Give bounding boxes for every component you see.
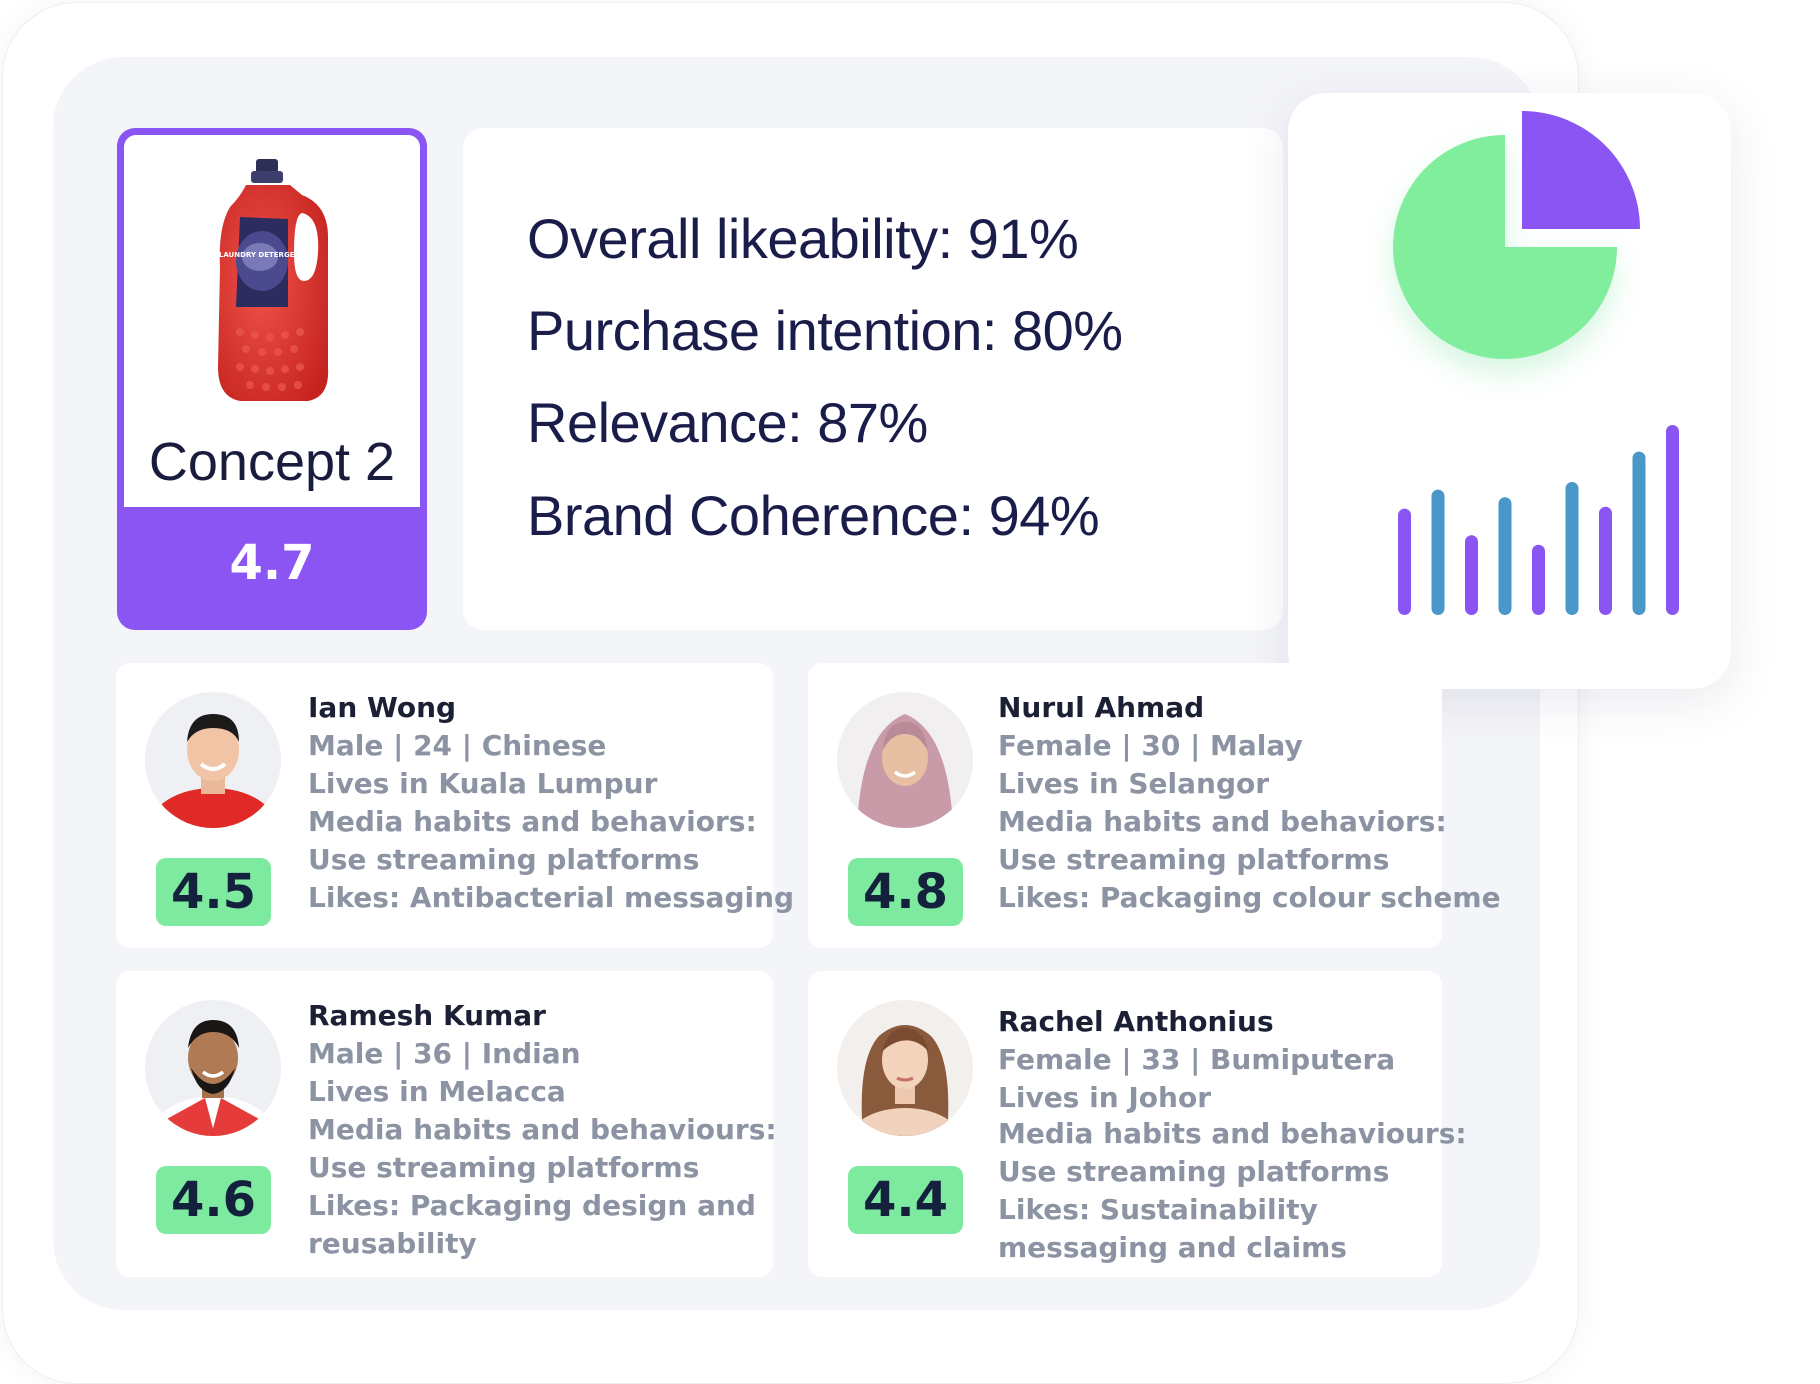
pie-slice-large	[1393, 135, 1617, 359]
persona-media-value: Use streaming platforms	[308, 1151, 700, 1184]
concept-title: Concept 2	[148, 432, 396, 492]
persona-media-label: Media habits and behaviours:	[998, 1117, 1467, 1150]
persona-likes: Likes: Packaging design and	[308, 1189, 756, 1222]
concept-image-area: LAUNDRY DETERGENT Concept 2	[124, 135, 420, 507]
concept-score: 4.7	[229, 535, 315, 591]
persona-card-ian-wong[interactable]: 4.5 Ian Wong Male | 24 | Chinese Lives i…	[116, 663, 794, 948]
pie-slice-small	[1522, 111, 1640, 229]
bar-6	[1565, 482, 1579, 615]
metric-overall-likeability: Overall likeability: 91%	[527, 207, 1079, 270]
metric-brand-coherence: Brand Coherence: 94%	[527, 484, 1100, 547]
persona-likes: Likes: Sustainability	[998, 1193, 1318, 1226]
chart-card	[1288, 93, 1731, 689]
persona-demographics: Female | 30 | Malay	[998, 729, 1303, 762]
persona-location: Lives in Johor	[998, 1081, 1212, 1114]
persona-demographics: Male | 24 | Chinese	[308, 729, 607, 762]
persona-media-value: Use streaming platforms	[998, 1155, 1390, 1188]
metrics-card: Overall likeability: 91% Purchase intent…	[463, 128, 1283, 630]
metric-purchase-intention: Purchase intention: 80%	[527, 299, 1123, 362]
detergent-bottle-image: LAUNDRY DETERGENT	[218, 159, 329, 401]
persona-score: 4.5	[156, 858, 271, 926]
persona-name: Ian Wong	[308, 691, 457, 724]
bar-1	[1398, 508, 1411, 615]
persona-media-label: Media habits and behaviours:	[308, 1113, 777, 1146]
persona-card-ramesh-kumar[interactable]: 4.6 Ramesh Kumar Male | 36 | Indian Live…	[116, 971, 777, 1277]
persona-name: Nurul Ahmad	[998, 691, 1205, 724]
persona-demographics: Male | 36 | Indian	[308, 1037, 581, 1070]
persona-likes: Likes: Antibacterial messaging	[308, 881, 795, 914]
bar-9	[1666, 425, 1679, 615]
bar-7	[1599, 506, 1612, 615]
persona-name: Ramesh Kumar	[308, 999, 546, 1032]
concept-card[interactable]: LAUNDRY DETERGENT Concept 2 4.7	[117, 128, 427, 630]
bar-4	[1498, 497, 1512, 615]
persona-media-label: Media habits and behaviors:	[998, 805, 1447, 838]
persona-score: 4.4	[848, 1166, 963, 1234]
persona-media-value: Use streaming platforms	[308, 843, 700, 876]
persona-name: Rachel Anthonius	[998, 1005, 1274, 1038]
persona-demographics: Female | 33 | Bumiputera	[998, 1043, 1396, 1076]
persona-location: Lives in Kuala Lumpur	[308, 767, 658, 800]
persona-score: 4.6	[156, 1166, 271, 1234]
avatar	[145, 692, 281, 828]
persona-likes: Likes: Packaging colour scheme	[998, 881, 1501, 914]
bar-8	[1632, 451, 1646, 615]
bar-3	[1465, 535, 1478, 615]
persona-likes-continued: reusability	[308, 1227, 477, 1260]
persona-likes-continued: messaging and claims	[998, 1231, 1347, 1264]
bar-5	[1532, 544, 1545, 615]
persona-location: Lives in Selangor	[998, 767, 1270, 800]
metric-relevance: Relevance: 87%	[527, 391, 928, 454]
avatar	[145, 1000, 281, 1136]
chart-graphic	[1393, 111, 1679, 615]
persona-card-nurul-ahmad[interactable]: 4.8 Nurul Ahmad Female | 30 | Malay Live…	[808, 663, 1501, 948]
persona-location: Lives in Melacca	[308, 1075, 566, 1108]
bottle-label-text: LAUNDRY DETERGENT	[219, 251, 305, 259]
persona-media-label: Media habits and behaviors:	[308, 805, 757, 838]
bar-2	[1431, 489, 1445, 615]
avatar	[837, 692, 973, 828]
persona-media-value: Use streaming platforms	[998, 843, 1390, 876]
avatar	[837, 1000, 973, 1136]
persona-card-rachel-anthonius[interactable]: 4.4 Rachel Anthonius Female | 33 | Bumip…	[808, 971, 1467, 1277]
persona-score: 4.8	[848, 858, 963, 926]
